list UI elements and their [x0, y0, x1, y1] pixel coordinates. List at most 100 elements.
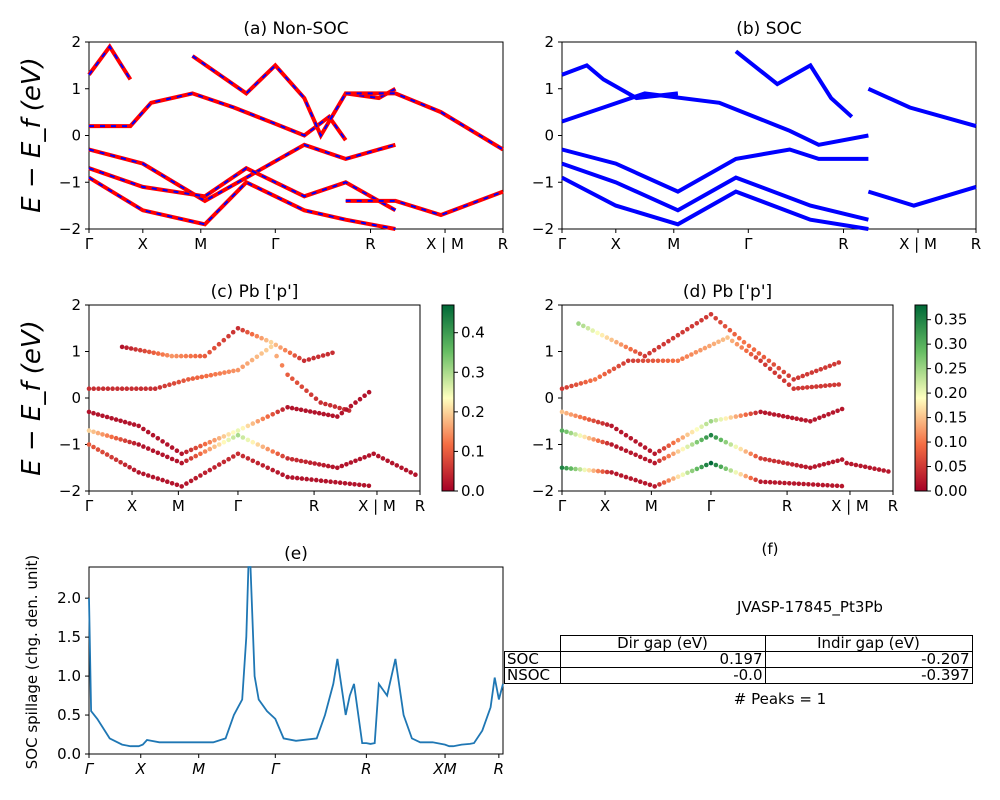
band-line — [561, 161, 869, 222]
band-point — [806, 482, 811, 487]
band-point — [748, 451, 753, 457]
band-point — [298, 407, 304, 413]
band-point — [235, 428, 241, 433]
band-point — [586, 435, 592, 441]
band-point — [694, 427, 700, 432]
band-point — [809, 384, 815, 390]
band-point — [655, 358, 661, 364]
band-point — [169, 445, 175, 450]
x-tick-label: R — [782, 497, 792, 515]
band-point — [647, 350, 652, 356]
band-point — [744, 348, 749, 354]
band-point — [184, 449, 189, 455]
band-point — [342, 481, 348, 486]
band-point — [91, 410, 96, 416]
band-point — [590, 328, 595, 333]
y-axis-label: E − E_f (eV) — [17, 57, 47, 213]
band-point — [733, 470, 739, 475]
band-point — [113, 435, 119, 441]
band-point — [268, 344, 274, 350]
band-point — [704, 435, 709, 440]
x-tick-label: X — [127, 497, 137, 515]
x-tick-label: X — [600, 497, 610, 515]
band-point — [202, 441, 208, 447]
band-point — [680, 329, 685, 335]
band-point — [600, 469, 605, 474]
band-point — [623, 344, 629, 350]
band-point — [312, 410, 318, 415]
band-line — [87, 175, 396, 231]
band-point — [675, 449, 681, 454]
band-point — [357, 456, 363, 462]
band-point — [353, 458, 358, 464]
band-point — [278, 345, 283, 350]
band-point — [216, 436, 222, 441]
band-point — [583, 379, 588, 385]
band-point — [839, 406, 845, 412]
band-point — [767, 366, 773, 372]
band-point — [604, 469, 610, 475]
band-point — [638, 479, 643, 485]
band-point — [767, 411, 772, 416]
band-point — [164, 353, 170, 358]
band-point — [124, 386, 130, 392]
band-point — [713, 435, 719, 440]
band-point — [190, 376, 196, 381]
colorbar — [914, 304, 928, 492]
band-point — [167, 382, 172, 388]
band-point — [280, 472, 285, 478]
band-point — [150, 448, 156, 454]
band-point — [642, 456, 648, 462]
band-point — [635, 358, 641, 364]
band-point — [633, 452, 638, 458]
band-point — [573, 382, 579, 388]
band-point — [699, 464, 704, 470]
x-tick-label: Γ — [85, 760, 95, 778]
band-point — [609, 337, 614, 343]
band-point — [614, 444, 619, 449]
band-point — [235, 432, 241, 438]
colorbar-tick-label: 0.00 — [934, 482, 967, 500]
band-point — [235, 367, 241, 373]
x-tick-label: X | M — [426, 235, 464, 253]
band-point — [195, 375, 200, 381]
y-tick-label: 0.5 — [57, 706, 81, 724]
band-point — [818, 367, 824, 372]
band-point — [231, 454, 236, 459]
colorbar-tick-label: 0.1 — [461, 442, 485, 460]
band-point — [753, 477, 758, 483]
band-point — [642, 353, 648, 359]
band-point — [723, 439, 729, 445]
band-point — [826, 460, 831, 466]
band-point — [299, 476, 305, 481]
band-point — [881, 468, 886, 473]
band-point — [270, 449, 276, 454]
band-point — [162, 383, 167, 389]
band-point — [597, 374, 603, 380]
band-point — [733, 444, 739, 450]
band-point — [169, 481, 175, 486]
band-point — [86, 442, 92, 447]
band-point — [105, 386, 111, 392]
band-point — [174, 353, 179, 359]
band-point — [704, 462, 709, 468]
band-point — [685, 470, 690, 476]
y-tick-label: 0.0 — [57, 745, 81, 763]
band-point — [160, 477, 165, 483]
band-point — [230, 329, 236, 335]
band-point — [680, 356, 685, 362]
plot-frame — [561, 304, 894, 492]
band-point — [119, 344, 125, 350]
band-point — [294, 475, 300, 481]
band-point — [685, 432, 690, 438]
band-point — [586, 417, 592, 422]
colorbar-tick-label: 0.4 — [461, 324, 485, 342]
band-point — [160, 352, 165, 357]
band-point — [713, 316, 718, 321]
band-point — [104, 452, 110, 457]
band-point — [255, 419, 261, 424]
band-point — [621, 361, 626, 366]
band-point — [279, 363, 285, 368]
band-point — [86, 428, 92, 433]
band-point — [576, 321, 581, 326]
